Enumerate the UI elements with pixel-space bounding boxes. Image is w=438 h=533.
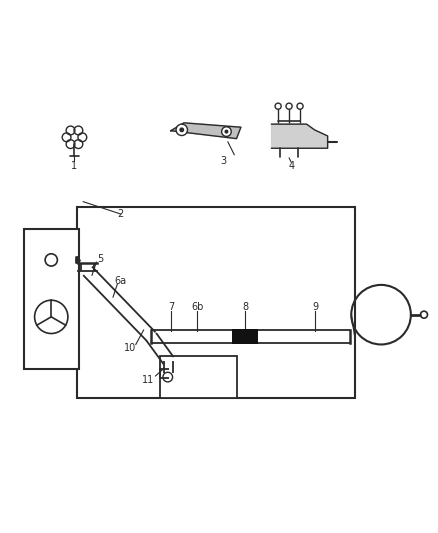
Polygon shape xyxy=(171,123,241,139)
Circle shape xyxy=(222,127,231,136)
Bar xyxy=(77,207,355,398)
Circle shape xyxy=(176,124,187,135)
Bar xyxy=(232,329,258,344)
Text: 1: 1 xyxy=(71,161,78,171)
Polygon shape xyxy=(272,124,328,148)
Text: 6b: 6b xyxy=(191,302,203,312)
Bar xyxy=(160,356,237,398)
Bar xyxy=(24,229,79,369)
Text: 2: 2 xyxy=(117,209,124,219)
Text: 7: 7 xyxy=(168,302,174,312)
Text: 10: 10 xyxy=(124,343,137,353)
Circle shape xyxy=(180,128,184,132)
Text: 8: 8 xyxy=(242,302,248,312)
Text: 3: 3 xyxy=(220,156,226,166)
Text: 9: 9 xyxy=(312,302,318,312)
Text: 5: 5 xyxy=(97,254,103,264)
Text: 6a: 6a xyxy=(114,276,127,286)
Text: 11: 11 xyxy=(142,375,154,384)
Circle shape xyxy=(225,130,228,133)
Text: 4: 4 xyxy=(288,161,294,171)
